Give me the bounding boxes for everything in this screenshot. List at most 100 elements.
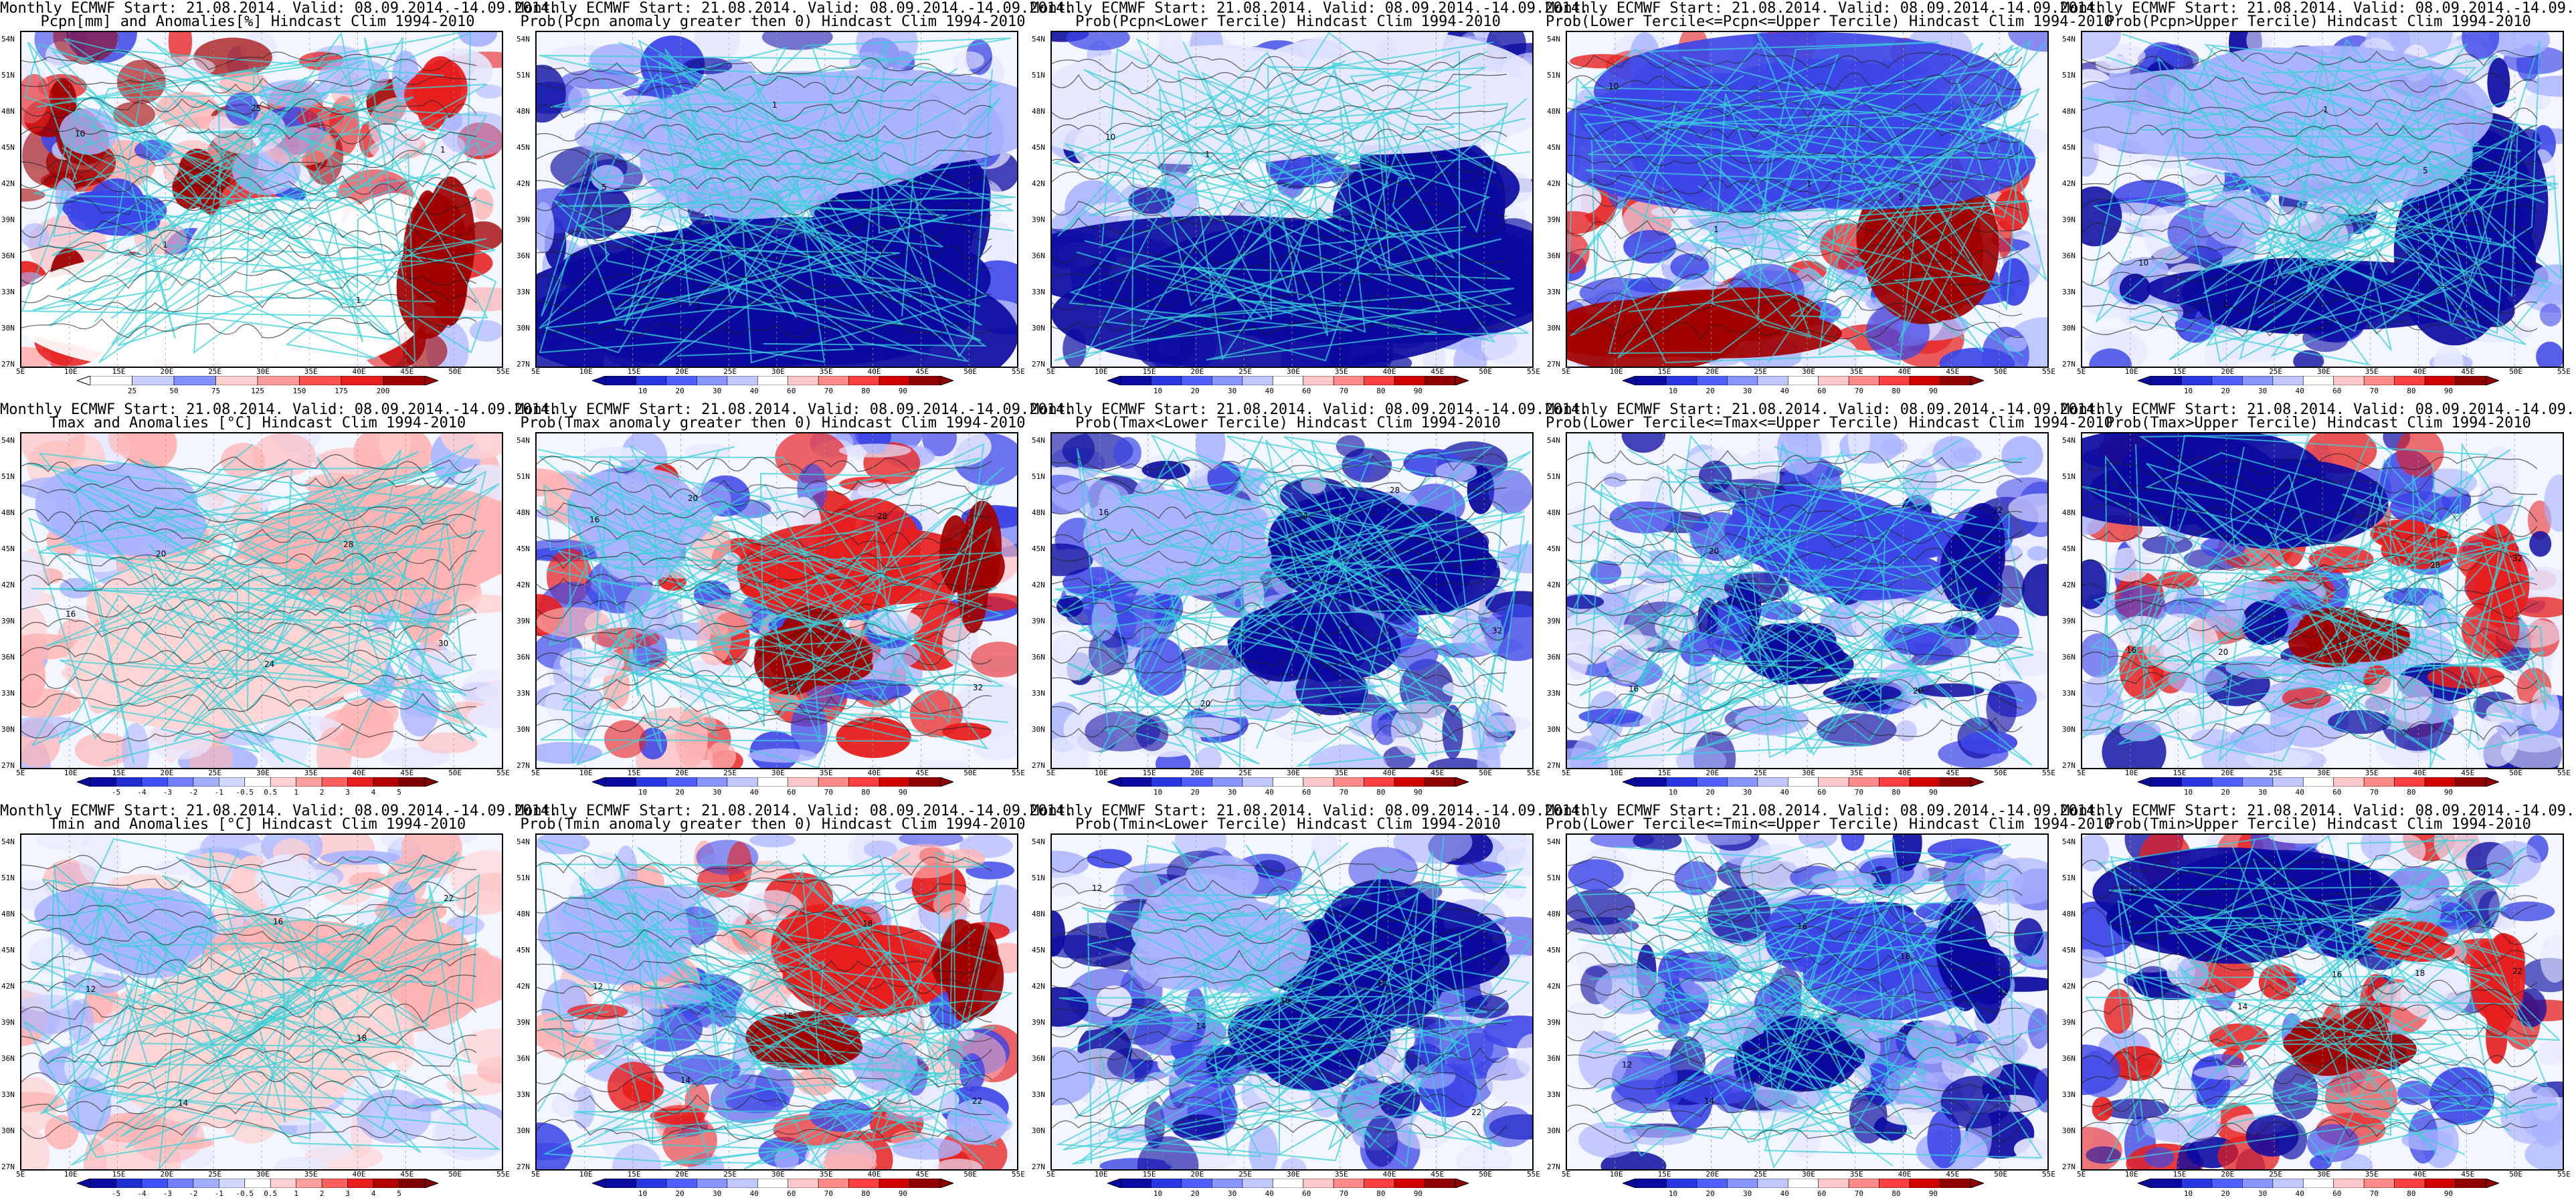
longitude-label: 50E <box>963 1170 978 1179</box>
colorbar-tick-label: 10 <box>1668 1189 1678 1198</box>
latitude-label: 36N <box>1547 252 1560 260</box>
latitude-label: 30N <box>1 324 15 332</box>
longitude-label: 45E <box>400 769 414 777</box>
panel-title-line2: Prob(Pcpn>Upper Tercile) Hindcast Clim 1… <box>2106 13 2531 30</box>
longitude-label: 55E <box>1527 769 1540 777</box>
latitude-label: 36N <box>1 252 15 260</box>
contour-label: 16 <box>66 609 76 619</box>
colorbar-tick-label: 3 <box>345 788 350 797</box>
colorbar-tick-label: 10 <box>1153 387 1163 395</box>
longitude-label: 50E <box>1479 367 1493 376</box>
forecast-panel: Monthly ECMWF Start: 21.08.2014. Valid: … <box>1030 401 1588 803</box>
latitude-label: 45N <box>517 143 530 152</box>
longitude-label: 25E <box>2269 769 2283 777</box>
longitude-label: 35E <box>304 367 318 376</box>
latitude-label: 33N <box>1547 288 1560 296</box>
longitude-label: 50E <box>2509 367 2523 376</box>
colorbar-tick-label: -0.5 <box>236 788 254 797</box>
panel-title-line1: Monthly ECMWF Start: 21.08.2014. Valid: … <box>515 401 1074 418</box>
colorbar-tick-label: -2 <box>189 1189 198 1198</box>
longitude-label: 35E <box>819 1170 833 1179</box>
latitude-label: 54N <box>517 837 530 846</box>
colorbar-tick-label: 80 <box>2407 788 2416 797</box>
colorbar <box>2138 376 2499 385</box>
contour-label: 1 <box>696 302 701 311</box>
longitude-label: 35E <box>1334 769 1348 777</box>
forecast-map: 16 20 24 28 32 <box>535 432 1018 769</box>
longitude-label: 35E <box>819 367 833 376</box>
longitude-label: 15E <box>2173 367 2187 376</box>
contour-label: 10 <box>75 129 85 138</box>
colorbar-tick-label: 20 <box>2221 1189 2230 1198</box>
colorbar-tick-label: -5 <box>111 788 121 797</box>
panel-title-line2: Prob(Tmax<Lower Tercile) Hindcast Clim 1… <box>1075 415 1501 431</box>
colorbar-tick-label: 60 <box>1817 1189 1827 1198</box>
panel-title-line1: Monthly ECMWF Start: 21.08.2014. Valid: … <box>515 803 1074 819</box>
latitude-label: 54N <box>1 35 15 43</box>
panel-title-line1: Monthly ECMWF Start: 21.08.2014. Valid: … <box>0 0 559 17</box>
colorbar-tick-label: 0.5 <box>264 1189 278 1198</box>
colorbar-tick-label: 40 <box>1780 1189 1789 1198</box>
longitude-label: 35E <box>2365 1170 2379 1179</box>
contour-label: 14 <box>680 1076 691 1085</box>
longitude-label: 30E <box>2317 367 2330 376</box>
longitude-label: 30E <box>771 367 785 376</box>
colorbar-tick-label: 20 <box>675 788 684 797</box>
longitude-label: 45E <box>1431 1170 1445 1179</box>
panel-title-line2: Prob(Tmin anomaly greater then 0) Hindca… <box>520 816 1026 833</box>
longitude-label: 15E <box>627 769 641 777</box>
longitude-label: 45E <box>1431 769 1445 777</box>
latitude-label: 42N <box>2062 581 2076 589</box>
contour-label: 5 <box>602 183 607 192</box>
colorbar-tick-label: 80 <box>1376 387 1386 395</box>
panel-title-line1: Monthly ECMWF Start: 21.08.2014. Valid: … <box>2061 401 2576 418</box>
contour-label: 18 <box>357 1033 367 1043</box>
colorbar-tick-label: 10 <box>1153 1189 1163 1198</box>
longitude-label: 40E <box>1898 1170 1912 1179</box>
contour-label: 16 <box>1280 996 1290 1005</box>
colorbar <box>1107 777 1469 787</box>
panel-title-line1: Monthly ECMWF Start: 21.08.2014. Valid: … <box>515 0 1074 17</box>
contour-label: 16 <box>2332 970 2342 979</box>
contour-label: 22 <box>2512 967 2522 976</box>
longitude-label: 50E <box>1994 367 2008 376</box>
colorbar-tick-label: 10 <box>1153 788 1163 797</box>
colorbar-tick-label: 0.5 <box>264 788 278 797</box>
longitude-label: 40E <box>1898 769 1912 777</box>
contour-label: 1 <box>1714 225 1719 234</box>
longitude-label: 15E <box>1142 367 1156 376</box>
colorbar-tick-label: -2 <box>189 788 198 797</box>
longitude-label: 5E <box>1562 1170 1571 1179</box>
longitude-label: 30E <box>1287 1170 1300 1179</box>
latitude-label: 27N <box>1032 1163 1045 1171</box>
latitude-label: 51N <box>1 71 15 80</box>
longitude-label: 25E <box>1238 367 1253 376</box>
longitude-label: 55E <box>1527 1170 1540 1179</box>
contour-label: 28 <box>1390 486 1400 495</box>
forecast-map: 12 14 16 18 22 <box>20 833 503 1171</box>
contour-label: 25 <box>251 104 261 113</box>
forecast-panel: Monthly ECMWF Start: 21.08.2014. Valid: … <box>1030 0 1588 401</box>
colorbar-tick-label: 80 <box>1892 387 1901 395</box>
longitude-label: 40E <box>2413 1170 2427 1179</box>
longitude-label: 40E <box>867 769 881 777</box>
contour-label: 28 <box>2430 561 2440 570</box>
panel-title-line2: Prob(Pcpn<Lower Tercile) Hindcast Clim 1… <box>1075 13 1501 30</box>
colorbar-tick-label: 80 <box>1376 1189 1386 1198</box>
colorbar-tick-label: 90 <box>1413 1189 1423 1198</box>
colorbar-tick-label: 20 <box>1706 387 1715 395</box>
longitude-label: 20E <box>2221 769 2235 777</box>
latitude-label: 45N <box>1 143 15 152</box>
panel-title-line2: Pcpn[mm] and Anomalies[%] Hindcast Clim … <box>40 13 475 30</box>
latitude-label: 45N <box>1032 946 1045 955</box>
latitude-label: 45N <box>1 946 15 955</box>
colorbar-tick-label: 10 <box>2183 1189 2193 1198</box>
colorbar-tick-label: 3 <box>345 1189 350 1198</box>
longitude-label: 25E <box>1238 1170 1253 1179</box>
latitude-label: 51N <box>517 874 530 882</box>
longitude-label: 15E <box>1657 367 1671 376</box>
longitude-label: 10E <box>1094 769 1108 777</box>
latitude-label: 48N <box>1 508 15 517</box>
colorbar-tick-label: 60 <box>2332 788 2342 797</box>
